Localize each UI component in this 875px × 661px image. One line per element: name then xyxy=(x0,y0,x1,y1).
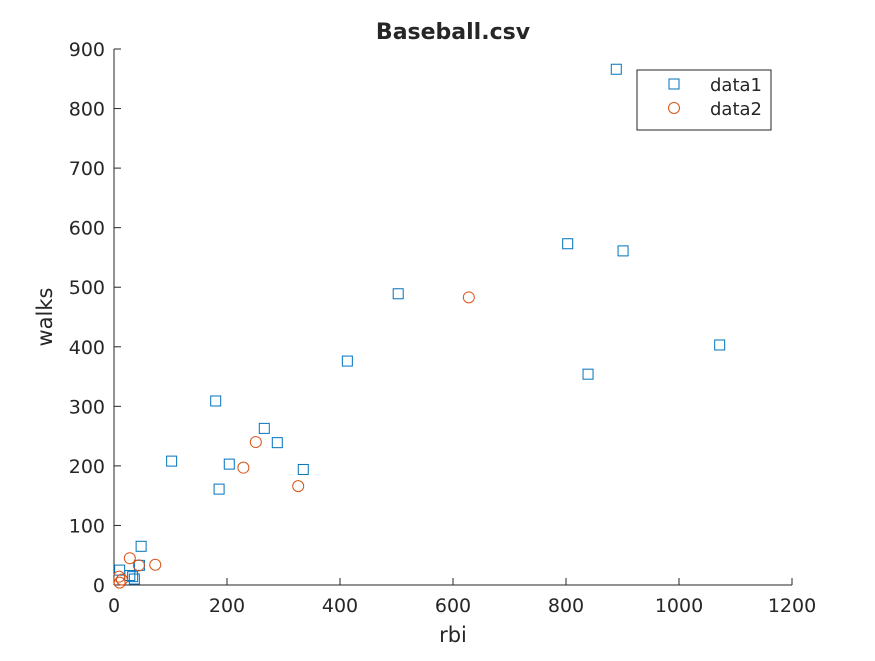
y-axis-label: walks xyxy=(33,288,57,347)
y-tick-label: 600 xyxy=(69,218,105,240)
data1-point xyxy=(714,339,726,351)
y-tick-label: 0 xyxy=(93,575,105,597)
legend: data1 data2 xyxy=(636,69,772,131)
data1-point xyxy=(210,395,222,407)
x-tick-label: 0 xyxy=(108,595,120,617)
legend-marker-data1 xyxy=(668,78,680,90)
data1-point xyxy=(562,238,574,250)
y-tick-label: 100 xyxy=(69,515,105,537)
data1-point xyxy=(341,355,353,367)
data2-point xyxy=(113,576,126,589)
data1-point xyxy=(213,483,225,495)
data1-point xyxy=(297,463,309,475)
x-tick-label: 400 xyxy=(322,595,358,617)
legend-label-data2: data2 xyxy=(710,99,762,120)
y-tick-label: 900 xyxy=(69,39,105,61)
data1-point xyxy=(617,245,629,257)
data2-point xyxy=(132,559,145,572)
data1-point xyxy=(223,458,235,470)
data2-point xyxy=(292,480,305,493)
ticks: 0 200 400 600 800 1000 1200 0 100 200 300 400 500 600… xyxy=(69,39,816,617)
data2-point xyxy=(462,291,475,304)
legend-label-data1: data1 xyxy=(710,75,762,96)
legend-box xyxy=(636,69,772,131)
data2-point xyxy=(115,573,128,586)
data1-point xyxy=(582,368,594,380)
x-tick-label: 200 xyxy=(209,595,245,617)
y-tick-label: 300 xyxy=(69,396,105,418)
data1-point xyxy=(128,573,140,585)
x-axis-label: rbi xyxy=(439,623,467,647)
data1-point xyxy=(127,571,139,583)
x-tick-label: 1000 xyxy=(655,595,703,617)
chart-title: Baseball.csv xyxy=(376,20,531,45)
legend-marker-data2 xyxy=(668,102,680,114)
data2-point xyxy=(123,552,136,565)
x-tick-label: 600 xyxy=(435,595,471,617)
data2-point xyxy=(237,461,250,474)
y-tick-label: 800 xyxy=(69,99,105,121)
y-tick-label: 200 xyxy=(69,456,105,478)
data1-point xyxy=(610,63,622,75)
data1-point xyxy=(166,455,178,467)
y-tick-label: 400 xyxy=(69,337,105,359)
data2-point xyxy=(113,570,126,583)
data2-point xyxy=(249,436,262,449)
data1-point xyxy=(392,288,404,300)
x-tick-label: 800 xyxy=(548,595,584,617)
data2-point xyxy=(149,558,162,571)
data1-point xyxy=(258,422,270,434)
data-markers xyxy=(113,63,726,589)
x-tick-label: 1200 xyxy=(768,595,816,617)
data1-point xyxy=(271,437,283,449)
data1-point xyxy=(135,540,147,552)
y-tick-label: 500 xyxy=(69,277,105,299)
y-tick-label: 700 xyxy=(69,158,105,180)
